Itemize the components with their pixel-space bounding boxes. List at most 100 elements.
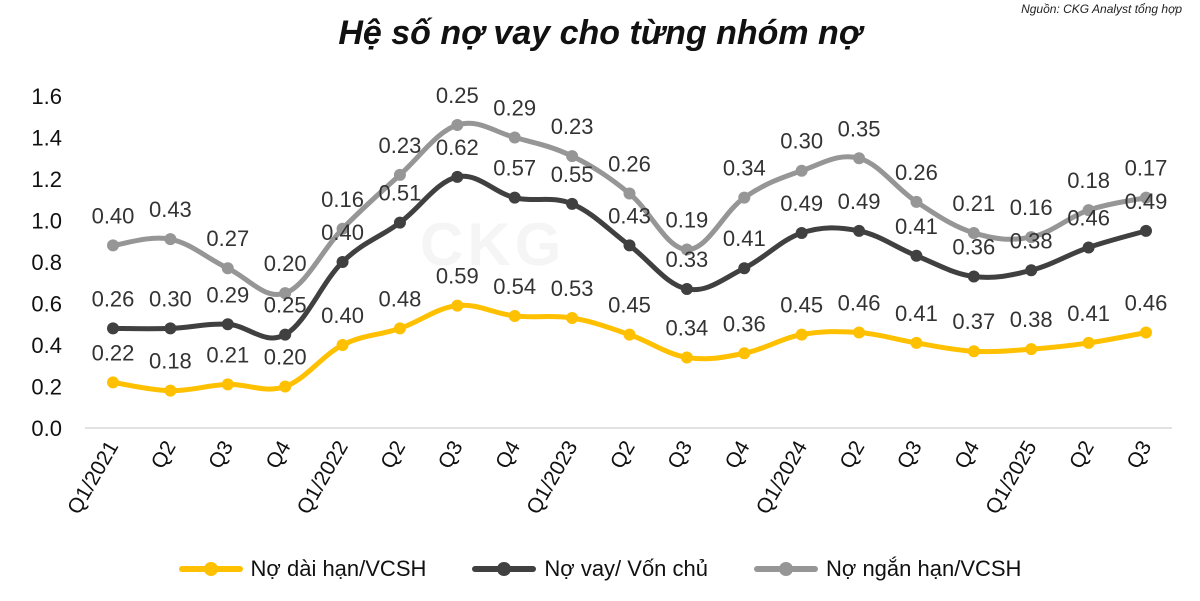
data-label-short-term: 0.19 <box>665 208 708 233</box>
point-long-term <box>451 299 464 312</box>
x-tick-label: Q2 <box>376 437 410 473</box>
data-label-short-term: 0.43 <box>149 197 192 222</box>
data-label-long-term: 0.48 <box>379 286 422 311</box>
point-long-term <box>795 328 808 341</box>
point-long-term <box>1140 326 1152 339</box>
data-label-loan-equity: 0.40 <box>321 220 364 245</box>
legend-item-short-term: Nợ ngắn hạn/VCSH <box>754 556 1021 582</box>
series-markers <box>107 119 1152 397</box>
x-tick-label: Q3 <box>663 437 697 473</box>
point-loan-equity <box>795 226 808 239</box>
point-short-term <box>221 262 234 275</box>
x-tick-label: Q1/2021 <box>63 437 123 518</box>
data-label-loan-equity: 0.41 <box>723 226 766 251</box>
point-short-term <box>623 187 636 200</box>
data-label-short-term: 0.29 <box>493 96 536 121</box>
data-label-long-term: 0.40 <box>321 303 364 328</box>
x-tick-label: Q2 <box>606 437 640 473</box>
data-label-short-term: 0.17 <box>1125 156 1168 181</box>
data-label-long-term: 0.54 <box>493 274 536 299</box>
data-label-short-term: 0.20 <box>264 251 307 276</box>
point-short-term <box>1025 231 1038 244</box>
point-long-term <box>853 326 866 339</box>
y-tick-label: 0.6 <box>31 292 62 317</box>
data-label-short-term: 0.23 <box>379 133 422 158</box>
point-loan-equity <box>508 191 521 204</box>
data-label-loan-equity: 0.30 <box>149 286 192 311</box>
point-loan-equity <box>738 262 751 275</box>
y-tick-label: 1.4 <box>31 126 62 151</box>
x-tick-label: Q2 <box>1065 437 1099 473</box>
data-label-long-term: 0.46 <box>1125 291 1168 316</box>
x-tick-label: Q4 <box>262 437 296 473</box>
x-tick-label: Q1/2022 <box>293 437 353 518</box>
point-long-term <box>221 378 234 391</box>
x-tick-label: Q4 <box>950 437 984 473</box>
data-label-short-term: 0.34 <box>723 156 766 181</box>
point-long-term <box>1025 343 1038 356</box>
point-long-term <box>566 312 579 325</box>
point-loan-equity <box>164 322 177 335</box>
data-label-loan-equity: 0.49 <box>780 191 823 216</box>
point-short-term <box>508 131 521 144</box>
legend-swatch-long-term <box>178 562 243 576</box>
data-label-loan-equity: 0.33 <box>665 247 708 272</box>
legend-item-loan-equity: Nợ vay/ Vốn chủ <box>472 556 708 582</box>
point-short-term <box>451 119 464 132</box>
point-short-term <box>967 226 980 239</box>
legend-label-short-term: Nợ ngắn hạn/VCSH <box>826 556 1022 581</box>
point-long-term <box>738 347 751 360</box>
data-label-long-term: 0.41 <box>895 301 938 326</box>
point-short-term <box>1082 204 1095 217</box>
y-tick-label: 1.2 <box>31 167 62 192</box>
data-label-long-term: 0.45 <box>780 293 823 318</box>
data-labels: 0.40 0.43 0.27 0.20 0.16 0.23 0.25 0.29 0.23 0.26… <box>92 83 1168 374</box>
legend-item-long-term: Nợ dài hạn/VCSH <box>178 556 426 582</box>
point-long-term <box>623 328 636 341</box>
x-tick-label: Q4 <box>721 437 755 473</box>
point-short-term <box>853 152 866 165</box>
point-loan-equity <box>967 270 980 283</box>
data-label-long-term: 0.21 <box>206 342 249 367</box>
data-label-loan-equity: 0.25 <box>264 293 307 318</box>
data-label-short-term: 0.18 <box>1067 168 1110 193</box>
data-label-loan-equity: 0.38 <box>1010 228 1053 253</box>
point-loan-equity <box>221 318 234 331</box>
data-label-loan-equity: 0.55 <box>551 162 594 187</box>
data-label-loan-equity: 0.36 <box>952 235 995 260</box>
point-long-term <box>1082 336 1095 349</box>
legend-swatch-short-term <box>754 562 819 576</box>
point-short-term <box>336 222 349 235</box>
x-tick-label: Q3 <box>204 437 238 473</box>
point-long-term <box>279 380 292 393</box>
data-label-short-term: 0.27 <box>206 226 249 251</box>
data-label-long-term: 0.37 <box>952 309 995 334</box>
data-label-long-term: 0.22 <box>92 340 135 365</box>
point-loan-equity <box>107 322 119 335</box>
data-label-short-term: 0.40 <box>92 203 135 228</box>
data-label-long-term: 0.20 <box>264 345 307 370</box>
y-tick-label: 0.0 <box>31 416 62 441</box>
point-loan-equity <box>623 239 636 252</box>
point-short-term <box>795 164 808 177</box>
data-label-loan-equity: 0.51 <box>379 181 422 206</box>
legend: Nợ dài hạn/VCSH Nợ vay/ Vốn chủ Nợ ngắn … <box>0 556 1200 582</box>
point-loan-equity <box>336 256 349 268</box>
point-long-term <box>967 345 980 358</box>
x-tick-label: Q3 <box>434 437 468 473</box>
point-long-term <box>680 351 693 364</box>
point-short-term <box>738 191 751 204</box>
point-long-term <box>393 322 406 335</box>
y-tick-label: 1.6 <box>31 84 62 109</box>
x-tick-label: Q1/2024 <box>752 437 812 519</box>
x-tick-label: Q3 <box>1122 437 1156 473</box>
x-tick-label: Q4 <box>491 437 525 473</box>
y-tick-label: 0.2 <box>31 375 62 400</box>
x-tick-label: Q1/2025 <box>981 437 1041 518</box>
point-short-term <box>566 150 579 163</box>
source-note: Nguồn: CKG Analyst tổng hợp <box>1021 2 1182 16</box>
point-short-term <box>1140 191 1152 204</box>
watermark-logo: CKG <box>420 211 566 278</box>
